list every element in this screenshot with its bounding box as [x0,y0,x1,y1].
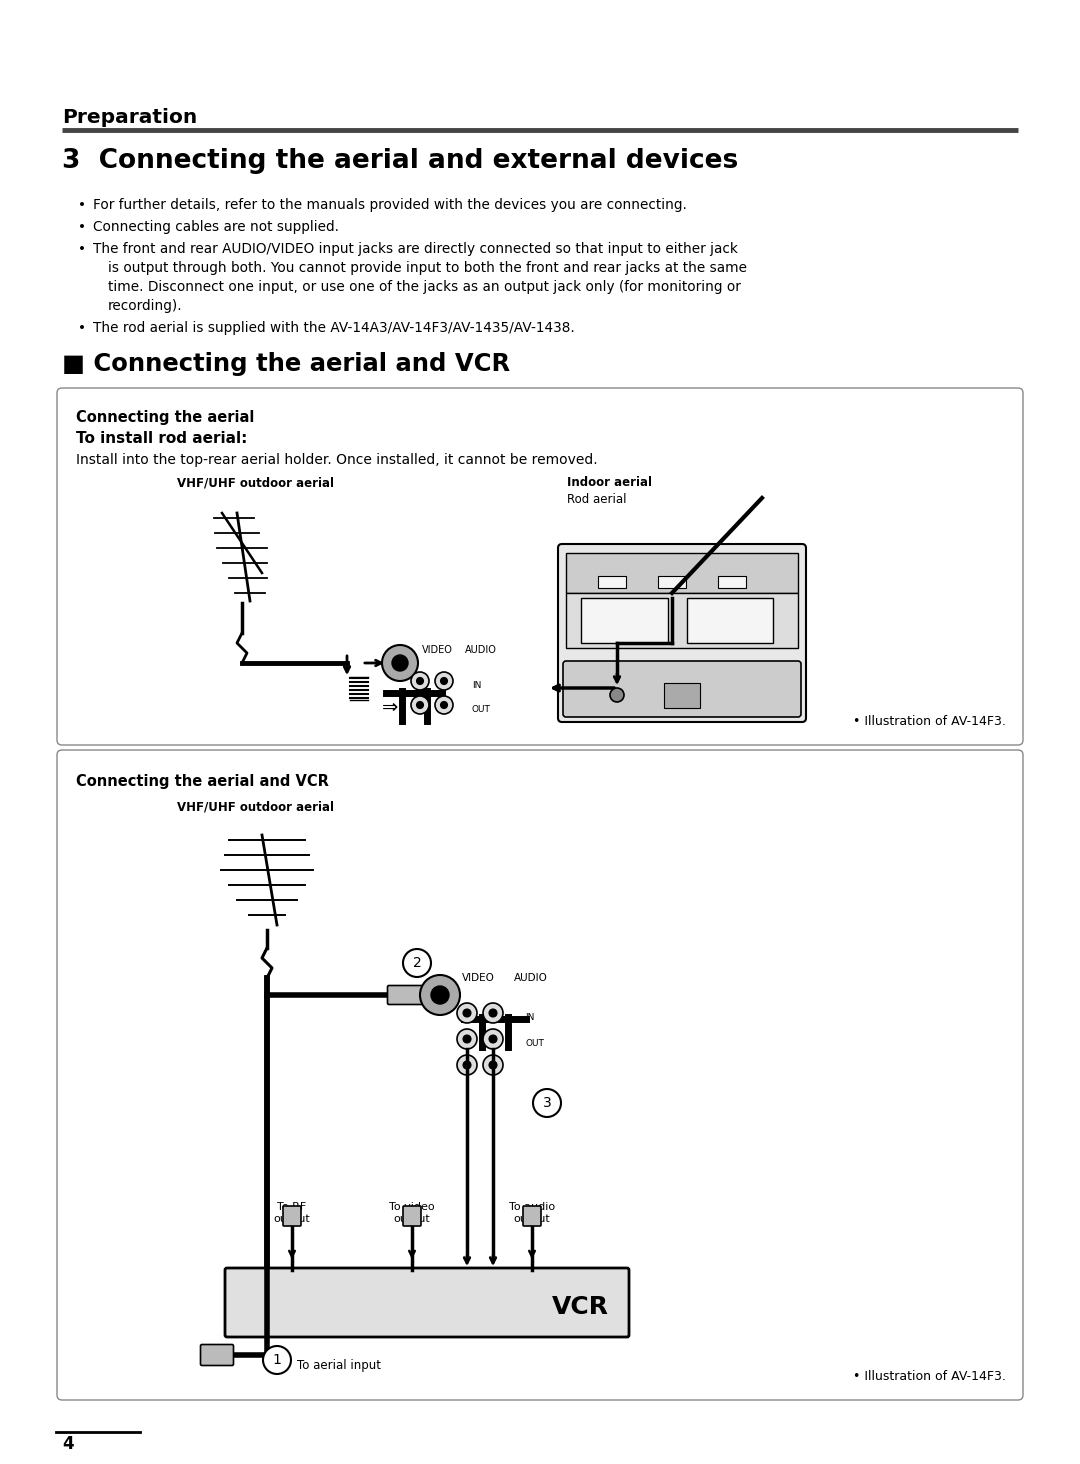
Bar [658,575,686,589]
Bar [718,575,746,589]
Circle shape [441,678,447,685]
Text: OUT: OUT [472,704,491,713]
Text: ⇒: ⇒ [460,1025,476,1044]
Circle shape [441,701,447,709]
Circle shape [483,1056,503,1075]
Text: IN: IN [472,681,482,690]
Circle shape [417,701,423,709]
Circle shape [457,1003,477,1023]
Circle shape [392,654,408,671]
Text: The front and rear AUDIO/VIDEO input jacks are directly connected so that input : The front and rear AUDIO/VIDEO input jac… [93,242,738,256]
Text: Rod aerial: Rod aerial [567,493,626,507]
Circle shape [457,1029,477,1050]
Text: VCR: VCR [552,1296,609,1319]
Circle shape [420,975,460,1015]
Text: To audio
output: To audio output [509,1202,555,1224]
Circle shape [382,646,418,681]
Text: ■ Connecting the aerial and VCR: ■ Connecting the aerial and VCR [62,351,510,376]
FancyBboxPatch shape [558,545,806,722]
Text: AUDIO: AUDIO [514,974,548,982]
Bar [664,684,700,709]
Circle shape [431,985,449,1004]
Circle shape [489,1009,497,1017]
Circle shape [534,1089,561,1117]
Text: Connecting the aerial: Connecting the aerial [76,410,255,425]
Circle shape [403,949,431,976]
Text: Connecting cables are not supplied.: Connecting cables are not supplied. [93,220,339,234]
Text: To RF
output: To RF output [273,1202,310,1224]
Text: VIDEO: VIDEO [422,646,453,654]
Circle shape [610,688,624,703]
Text: 4: 4 [62,1435,73,1452]
Bar [687,597,773,643]
Text: Preparation: Preparation [62,108,198,127]
Circle shape [435,695,453,714]
FancyBboxPatch shape [523,1206,541,1225]
FancyBboxPatch shape [563,662,801,717]
Text: To aerial input: To aerial input [297,1359,381,1372]
Bar [566,553,798,593]
Text: The rod aerial is supplied with the AV-14A3/AV-14F3/AV-1435/AV-1438.: The rod aerial is supplied with the AV-1… [93,321,575,335]
Text: Connecting the aerial and VCR: Connecting the aerial and VCR [76,774,329,789]
FancyBboxPatch shape [283,1206,301,1225]
Circle shape [457,1056,477,1075]
FancyBboxPatch shape [388,985,422,1004]
Text: 2: 2 [413,956,421,971]
Circle shape [264,1345,291,1375]
FancyBboxPatch shape [225,1268,629,1337]
Text: 1: 1 [272,1353,282,1367]
Text: VHF/UHF outdoor aerial: VHF/UHF outdoor aerial [177,476,334,489]
Text: •: • [78,198,86,212]
Circle shape [489,1061,497,1069]
Text: •: • [78,242,86,256]
Bar [598,575,626,589]
Text: 3: 3 [542,1097,552,1110]
Circle shape [463,1009,471,1017]
Circle shape [417,678,423,685]
Text: • Illustration of AV-14F3.: • Illustration of AV-14F3. [853,1370,1005,1383]
Circle shape [489,1035,497,1042]
Circle shape [411,695,429,714]
FancyBboxPatch shape [57,388,1023,745]
Text: recording).: recording). [108,299,183,313]
Text: AUDIO: AUDIO [465,646,497,654]
Text: ⇒: ⇒ [382,697,399,716]
FancyBboxPatch shape [201,1344,233,1366]
Text: • Illustration of AV-14F3.: • Illustration of AV-14F3. [853,714,1005,728]
Text: Indoor aerial: Indoor aerial [567,476,652,489]
Text: For further details, refer to the manuals provided with the devices you are conn: For further details, refer to the manual… [93,198,687,212]
Circle shape [411,672,429,690]
Circle shape [435,672,453,690]
Text: Install into the top-rear aerial holder. Once installed, it cannot be removed.: Install into the top-rear aerial holder.… [76,452,597,467]
Text: VIDEO: VIDEO [462,974,495,982]
FancyBboxPatch shape [403,1206,421,1225]
Circle shape [483,1003,503,1023]
Text: To install rod aerial:: To install rod aerial: [76,430,247,447]
Circle shape [483,1029,503,1050]
Text: To video
output: To video output [389,1202,435,1224]
Text: •: • [78,321,86,335]
Bar [566,593,798,649]
Text: OUT: OUT [525,1038,544,1048]
Text: VHF/UHF outdoor aerial: VHF/UHF outdoor aerial [177,801,334,814]
Text: time. Disconnect one input, or use one of the jacks as an output jack only (for : time. Disconnect one input, or use one o… [108,280,741,294]
Text: is output through both. You cannot provide input to both the front and rear jack: is output through both. You cannot provi… [108,261,747,275]
Bar [581,597,667,643]
FancyBboxPatch shape [57,750,1023,1400]
Text: 3  Connecting the aerial and external devices: 3 Connecting the aerial and external dev… [62,148,739,174]
Text: •: • [78,220,86,234]
Circle shape [463,1061,471,1069]
Text: IN: IN [525,1013,535,1022]
Circle shape [463,1035,471,1042]
